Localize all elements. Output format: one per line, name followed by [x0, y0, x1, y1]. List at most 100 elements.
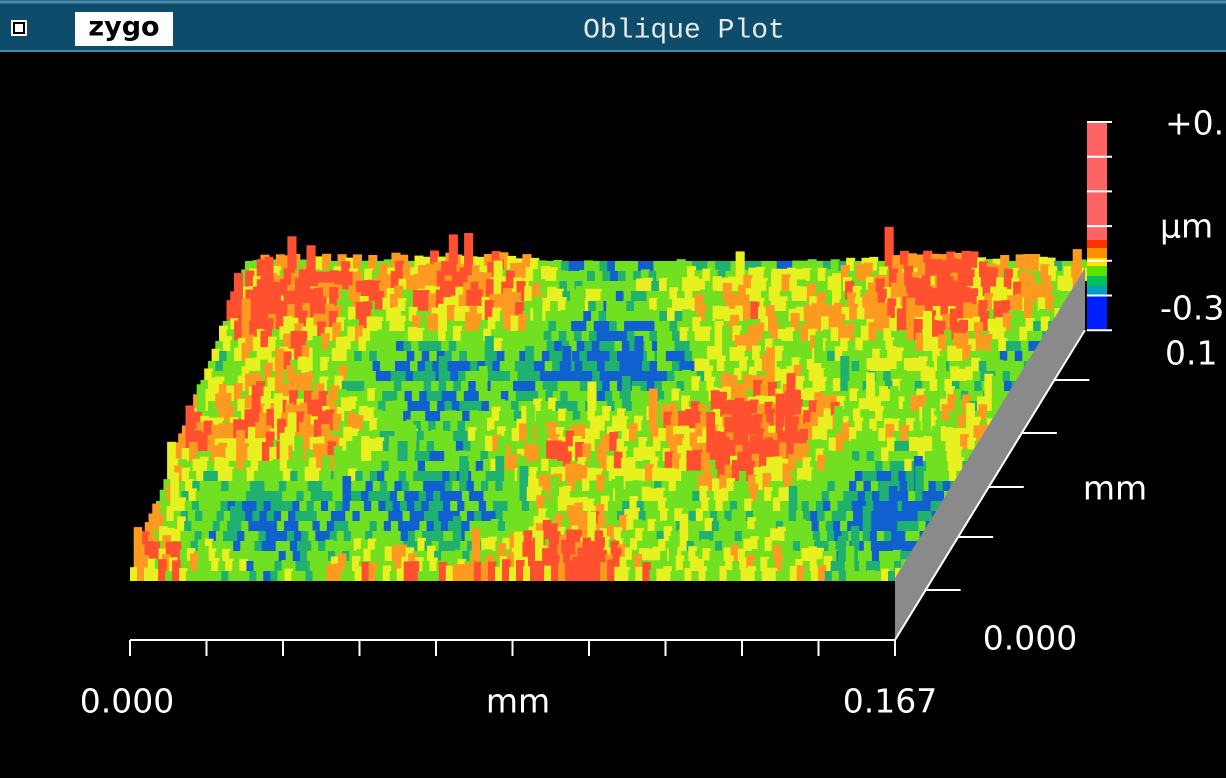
surface-cell	[945, 339, 955, 351]
surface-cell	[802, 341, 812, 351]
surface-cell	[724, 464, 734, 481]
surface-cell	[409, 511, 419, 521]
surface-cell	[597, 361, 606, 371]
surface-cell	[323, 370, 333, 381]
surface-cell	[954, 399, 964, 411]
surface-cell	[339, 437, 348, 451]
surface-cell	[826, 305, 836, 321]
surface-cell	[582, 281, 592, 291]
surface-cell	[604, 331, 614, 341]
surface-cell	[169, 521, 179, 531]
surface-cell	[306, 245, 316, 291]
surface-cell	[553, 259, 563, 271]
surface-cell	[411, 491, 421, 501]
surface-cell	[611, 331, 621, 341]
surface-cell	[768, 465, 777, 481]
surface-cell	[259, 412, 268, 431]
surface-cell	[414, 451, 424, 461]
surface-cell	[624, 321, 634, 331]
surface-cell	[422, 561, 431, 571]
surface-cell	[548, 422, 558, 441]
surface-cell	[381, 411, 390, 421]
surface-cell	[486, 279, 496, 301]
surface-cell	[699, 261, 709, 271]
surface-cell	[560, 310, 570, 321]
surface-cell	[551, 554, 560, 581]
surface-cell	[904, 521, 913, 531]
surface-cell	[440, 491, 449, 501]
surface-cell	[846, 257, 856, 271]
surface-cell	[273, 511, 283, 521]
surface-cell	[337, 270, 347, 291]
surface-cell	[994, 264, 1004, 281]
surface-cell	[417, 361, 427, 371]
surface-cell	[495, 566, 504, 581]
surface-cell	[817, 267, 827, 281]
surface-cell	[658, 538, 667, 551]
surface-cell	[324, 349, 334, 361]
surface-cell	[746, 460, 755, 481]
surface-cell	[672, 297, 681, 311]
surface-cell	[889, 386, 899, 421]
surface-cell	[442, 421, 452, 431]
surface-cell	[238, 491, 248, 501]
surface-cell	[462, 551, 471, 561]
surface-cell	[283, 316, 293, 331]
surface-cell	[298, 331, 308, 351]
surface-cell	[293, 481, 302, 491]
surface-cell	[918, 356, 928, 371]
surface-cell	[593, 558, 602, 581]
surface-cell	[756, 490, 766, 501]
surface-cell	[524, 286, 534, 301]
surface-cell	[518, 541, 528, 561]
surface-cell	[837, 291, 847, 301]
surface-cell	[614, 566, 623, 581]
surface-cell	[881, 447, 890, 461]
surface-cell	[289, 541, 299, 551]
surface-cell	[528, 329, 538, 341]
surface-cell	[654, 560, 664, 571]
surface-cell	[548, 267, 558, 281]
surface-cell	[394, 429, 404, 441]
surface-cell	[245, 373, 254, 391]
surface-cell	[337, 389, 347, 401]
surface-cell	[631, 321, 641, 331]
surface-cell	[541, 351, 551, 361]
surface-cell	[722, 450, 732, 471]
surface-cell	[704, 518, 714, 531]
surface-cell	[393, 381, 403, 391]
surface-cell	[247, 426, 257, 441]
surface-cell	[952, 435, 962, 451]
surface-cell	[360, 260, 370, 271]
surface-cell	[860, 409, 870, 421]
surface-cell	[185, 461, 194, 471]
x-axis-start: 0.000	[80, 682, 174, 721]
surface-cell	[618, 446, 628, 461]
surface-cell	[513, 331, 523, 341]
surface-cell	[475, 461, 485, 471]
surface-cell	[622, 261, 632, 271]
surface-cell	[376, 520, 386, 531]
surface-cell	[847, 381, 857, 391]
surface-cell	[306, 424, 316, 441]
surface-cell	[694, 326, 704, 341]
surface-cell	[667, 307, 676, 321]
surface-cell	[417, 537, 426, 551]
surface-cell	[606, 286, 616, 321]
surface-cell	[358, 531, 367, 541]
surface-cell	[371, 501, 380, 511]
surface-cell	[932, 401, 942, 411]
surface-cell	[421, 351, 431, 361]
color-bar-band	[1087, 266, 1107, 276]
surface-cell	[855, 381, 865, 391]
surface-cell	[751, 501, 760, 511]
surface-cell	[407, 531, 417, 541]
surface-cell	[892, 541, 901, 551]
surface-cell	[567, 361, 577, 371]
surface-cell	[266, 511, 276, 521]
surface-cell	[936, 426, 946, 441]
surface-cell	[725, 555, 734, 571]
surface-cell	[495, 511, 505, 521]
surface-cell	[304, 372, 314, 391]
surface-cell	[608, 468, 618, 481]
